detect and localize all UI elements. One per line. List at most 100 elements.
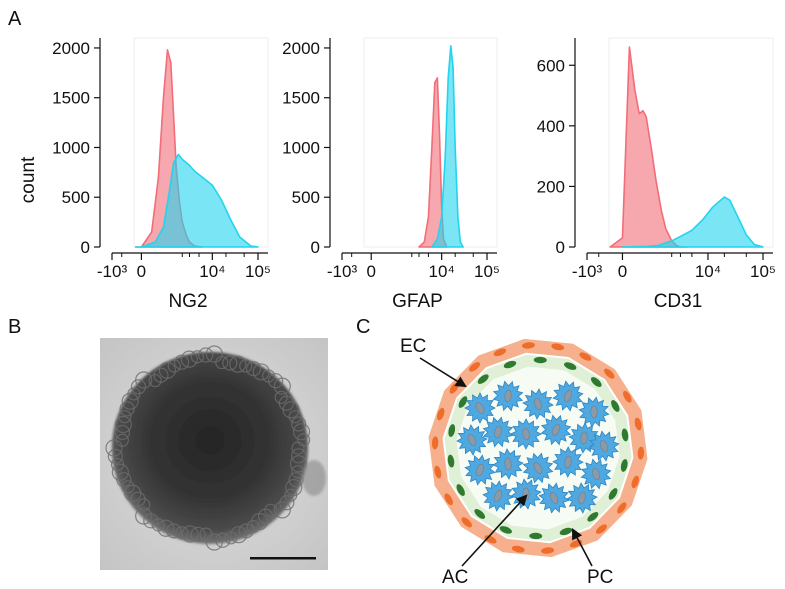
pericyte-nucleus (529, 532, 543, 540)
astrocyte-nucleus (533, 462, 543, 474)
label-ac: AC (442, 567, 468, 588)
astrocyte-nucleus (504, 389, 512, 403)
y-tick-label: 2000 (52, 39, 90, 58)
endothelial-nucleus (511, 545, 525, 553)
y-axis-label: count (18, 156, 39, 203)
endothelial-nucleus (444, 493, 453, 506)
endothelial-nucleus (469, 362, 481, 372)
pericyte-nucleus (503, 360, 517, 369)
astrocyte-nucleus (564, 389, 572, 403)
y-tick-label: 0 (556, 238, 565, 257)
pericyte-nucleus (499, 526, 512, 534)
panel-label-b: B (8, 316, 22, 338)
pericyte-nucleus (590, 377, 602, 387)
pc-arrow (571, 528, 593, 567)
astrocyte-nucleus (600, 439, 608, 453)
astrocyte-nucleus (522, 427, 530, 441)
stained-histogram (431, 45, 464, 248)
x-axis-label: CD31 (654, 291, 703, 310)
x-tick-label: 10⁴ (695, 262, 721, 281)
astrocyte-nucleus (551, 424, 561, 436)
x-tick-label: 10⁵ (474, 262, 500, 281)
y-tick-label: 600 (537, 56, 565, 75)
y-tick-label: 500 (292, 188, 320, 207)
pericyte-nucleus (447, 454, 455, 468)
pericyte-nucleus (477, 374, 489, 384)
endothelial-nucleus (521, 342, 535, 349)
histogram-cd31: 0 200 400 600 -10³ 0 10⁴ 10⁵ CD31 (537, 37, 776, 310)
x-tick-label: 0 (137, 262, 146, 281)
x-axis-label: GFAP (392, 291, 443, 310)
x-axis-label: NG2 (168, 291, 207, 310)
endothelial-nucleus (493, 348, 507, 357)
x-tick-label: -10³ (97, 262, 128, 281)
pericyte-nucleus (456, 484, 465, 496)
pericyte-nucleus (621, 428, 629, 442)
y-tick-label: 500 (62, 188, 90, 207)
endothelial-nucleus (631, 475, 639, 489)
spheroid-image (105, 345, 326, 560)
x-tick-label: 10⁴ (429, 262, 455, 281)
spheroid-debris (302, 460, 326, 496)
y-tick-label: 1000 (52, 138, 90, 157)
ec-arrow (419, 357, 467, 388)
pericyte-nucleus (620, 459, 628, 472)
stained-histogram (621, 196, 764, 248)
astrocyte-nucleus (504, 457, 512, 471)
pericyte-nucleus (559, 527, 573, 536)
endothelial-nucleus (604, 368, 615, 379)
ac-arrow (461, 494, 528, 567)
astrocyte-nucleus (476, 463, 484, 477)
spheroid-body (112, 352, 308, 544)
scale-bar (250, 557, 316, 560)
x-tick-label: -10³ (327, 262, 358, 281)
spheroid-photo (100, 338, 328, 570)
x-tick-label: 0 (366, 262, 375, 281)
endothelial-nucleus (437, 407, 445, 421)
spheroid-diagram: EC AC PC (400, 336, 648, 588)
x-tick-label: -10³ (572, 262, 603, 281)
endothelial-nucleus (434, 465, 442, 479)
y-tick-label: 2000 (282, 39, 320, 58)
x-tick-label: 0 (618, 262, 627, 281)
endothelial-nucleus (431, 436, 439, 450)
endothelial-nucleus (634, 417, 642, 431)
y-tick-label: 1500 (282, 89, 320, 108)
astrocyte-nucleus (475, 402, 485, 414)
astrocyte-nucleus (549, 492, 559, 504)
endothelial-nucleus (617, 502, 627, 514)
y-tick-label: 400 (537, 117, 565, 136)
astrocyte-nucleus (534, 397, 542, 411)
endothelial-nucleus (637, 446, 645, 460)
spheroid-surface-cells (105, 345, 311, 551)
pericyte-nucleus (564, 362, 577, 370)
astrocyte-nucleus (564, 455, 572, 469)
stained-histogram (134, 153, 259, 248)
endothelial-nucleus (541, 547, 555, 554)
pericyte-nucleus (587, 512, 599, 522)
label-ec: EC (400, 336, 426, 357)
histogram-ng2: 0 500 1000 1500 2000 -10³ 0 10⁴ 10⁵ NG2 (52, 37, 271, 310)
y-tick-label: 1000 (282, 138, 320, 157)
y-tick-label: 0 (81, 238, 90, 257)
endothelial-nucleus (551, 343, 565, 351)
pericyte-nucleus (474, 509, 486, 519)
astrocyte-nucleus (578, 491, 586, 505)
endothelial-nucleus (461, 517, 472, 528)
pericyte-nucleus (448, 424, 456, 437)
astrocyte-nucleus (592, 467, 600, 481)
astrocyte-nucleus (493, 490, 503, 502)
astrocyte-nucleus (590, 405, 598, 419)
endothelial-nucleus (579, 352, 592, 361)
astrocyte-nucleus (467, 434, 477, 446)
y-tick-label: 200 (537, 177, 565, 196)
panel-label-c: C (356, 316, 371, 338)
pericyte-nucleus (458, 396, 468, 408)
histogram-gfap: 0 500 1000 1500 2000 -10³ 0 10⁴ 10⁵ GFAP (282, 37, 500, 310)
y-tick-label: 0 (311, 238, 320, 257)
y-tick-label: 1500 (52, 89, 90, 108)
astrocyte-nucleus (494, 425, 502, 439)
x-tick-label: 10⁴ (199, 262, 225, 281)
pericyte-nucleus (533, 356, 547, 364)
